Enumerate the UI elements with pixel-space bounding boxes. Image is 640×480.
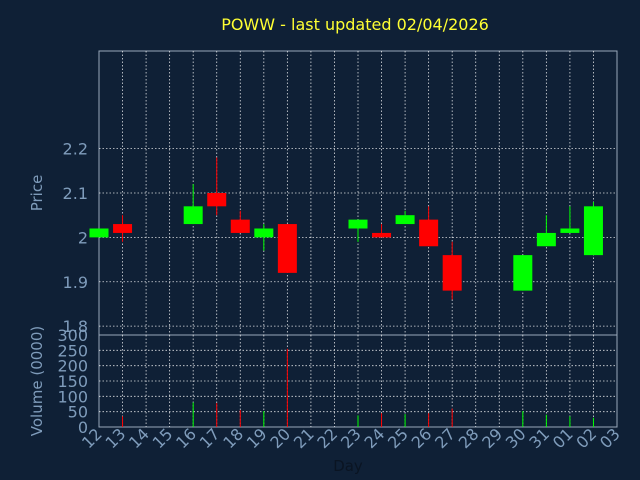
candle bbox=[513, 255, 533, 291]
candle-body bbox=[395, 215, 415, 225]
candle-body bbox=[348, 219, 368, 229]
y-axis-label: Price bbox=[28, 175, 46, 212]
candle-body bbox=[442, 255, 462, 291]
candle bbox=[583, 201, 603, 256]
x-tick: 03 bbox=[596, 424, 624, 452]
volume-tick: 50 bbox=[68, 403, 88, 422]
volume-tick: 300 bbox=[57, 326, 88, 345]
price-tick-labels: 1.8 1.9 2 2.1 2.2 bbox=[63, 140, 88, 337]
candle bbox=[183, 184, 203, 225]
candle-body bbox=[513, 255, 533, 291]
candle bbox=[207, 157, 227, 216]
candle bbox=[113, 215, 133, 242]
candle bbox=[419, 206, 439, 247]
candle-body bbox=[277, 224, 297, 273]
candle-body bbox=[207, 193, 227, 207]
volume-tick: 150 bbox=[57, 372, 88, 391]
candle-body bbox=[183, 206, 203, 225]
candle bbox=[277, 224, 297, 273]
price-tick: 1.8 bbox=[63, 317, 88, 336]
volume-axis-label: Volume (0000) bbox=[28, 326, 46, 436]
candle bbox=[560, 206, 580, 233]
volume-tick: 100 bbox=[57, 387, 88, 406]
price-tick: 2 bbox=[78, 228, 88, 247]
x-axis-label: Day bbox=[333, 457, 363, 475]
candle-body bbox=[560, 228, 580, 233]
candle-body bbox=[113, 224, 133, 233]
price-tick: 2.1 bbox=[63, 184, 88, 203]
volume-tick: 200 bbox=[57, 357, 88, 376]
candle-body bbox=[230, 219, 250, 233]
price-tick: 1.9 bbox=[63, 273, 88, 292]
candle bbox=[442, 241, 462, 300]
candle bbox=[348, 219, 368, 242]
candle-body bbox=[254, 228, 274, 238]
candle bbox=[230, 210, 250, 233]
candle-body bbox=[372, 232, 392, 238]
candle bbox=[372, 224, 392, 238]
candle bbox=[536, 215, 556, 247]
x-tick-labels: 1213141516171819202122232425262728293031… bbox=[78, 424, 624, 452]
chart-title: POWW - last updated 02/04/2026 bbox=[221, 15, 489, 34]
candle bbox=[89, 228, 109, 238]
candle bbox=[254, 224, 274, 251]
candles bbox=[89, 157, 603, 300]
candle-body bbox=[89, 228, 109, 238]
price-tick: 2.2 bbox=[63, 140, 88, 159]
candle-body bbox=[536, 232, 556, 247]
candle-body bbox=[583, 206, 603, 256]
volume-tick: 0 bbox=[78, 418, 88, 437]
volume-tick: 250 bbox=[57, 341, 88, 360]
candle-body bbox=[419, 219, 439, 247]
volume-bars bbox=[122, 348, 594, 427]
candle bbox=[395, 210, 415, 225]
